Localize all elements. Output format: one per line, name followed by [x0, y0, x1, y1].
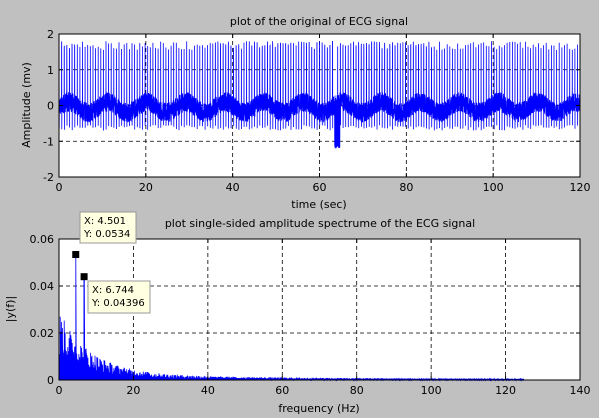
data-tip[interactable]: X: 6.744 Y: 0.04396 — [80, 273, 151, 314]
spectrum-plot-title: plot single-sided amplitude spectrume of… — [165, 217, 475, 230]
data-tip-box[interactable] — [79, 211, 137, 244]
spectrum-x-axis-label: frequency (Hz) — [278, 402, 359, 415]
spectrum-x-tick-label: 0 — [56, 384, 63, 397]
spectrum-x-tick-label: 20 — [126, 384, 140, 397]
data-tip-marker[interactable] — [80, 273, 88, 281]
ecg-x-tick-label: 80 — [399, 181, 413, 194]
ecg-x-tick-label: 20 — [139, 181, 153, 194]
spectrum-y-tick-label: 0.04 — [30, 280, 55, 293]
spectrum-x-tick-label: 80 — [350, 384, 364, 397]
ecg-signal-series — [58, 41, 581, 149]
data-tip-y-label: Y: 0.04396 — [91, 298, 145, 309]
data-tip[interactable]: X: 4.501 Y: 0.0534 — [72, 211, 137, 259]
data-tips[interactable]: X: 4.501 Y: 0.0534 X: 6.744 Y: 0.04396 — [72, 211, 151, 314]
data-tip-box[interactable] — [87, 280, 151, 314]
ecg-signal-line — [58, 41, 581, 149]
spectrum-y-tick-label: 0.06 — [30, 233, 55, 246]
spectrum-x-tick-label: 100 — [421, 384, 442, 397]
spectrum-plot: 0 20 40 60 80 100 120 140 0 0.02 0.04 0.06 plot sin… — [4, 211, 591, 415]
ecg-y-tick-label: -1 — [43, 135, 54, 148]
spectrum-y-axis-label: |y(f)| — [4, 296, 17, 322]
ecg-x-tick-label: 40 — [226, 181, 240, 194]
data-tip-x-label: X: 6.744 — [92, 285, 134, 296]
spectrum-y-tick-label: 0 — [47, 374, 54, 387]
ecg-ticks: 0 20 40 60 80 100 120 -2 -1 0 1 2 — [43, 28, 590, 194]
spectrum-plot-frame — [58, 238, 581, 381]
ecg-y-axis-label: Amplitude (mv) — [20, 62, 33, 148]
spectrum-x-tick-label: 120 — [495, 384, 516, 397]
ecg-x-tick-label: 60 — [313, 181, 327, 194]
ecg-x-axis-label: time (sec) — [291, 198, 346, 211]
ecg-plot-title: plot of the original of ECG signal — [230, 15, 408, 28]
spectrum-series — [59, 254, 525, 382]
ecg-y-tick-label: 1 — [47, 64, 54, 77]
data-tip-marker[interactable] — [72, 251, 80, 259]
spectrum-y-tick-label: 0.02 — [30, 327, 55, 340]
spectrum-x-tick-label: 40 — [201, 384, 215, 397]
data-tip-y-label: Y: 0.0534 — [83, 229, 130, 240]
ecg-x-tick-label: 0 — [56, 181, 63, 194]
ecg-y-tick-label: 0 — [47, 100, 54, 113]
ecg-signal-plot: 0 20 40 60 80 100 120 -2 -1 0 1 2 plot of the origi… — [20, 15, 591, 211]
spectrum-ticks: 0 20 40 60 80 100 120 140 0 0.02 0.04 0.06 — [30, 233, 591, 397]
spectrum-line — [59, 254, 525, 382]
spectrum-x-tick-label: 60 — [275, 384, 289, 397]
ecg-x-tick-label: 120 — [570, 181, 591, 194]
ecg-y-tick-label: -2 — [43, 171, 54, 184]
spectrum-x-tick-label: 140 — [570, 384, 591, 397]
data-tip-x-label: X: 4.501 — [84, 216, 126, 227]
ecg-x-tick-label: 100 — [483, 181, 504, 194]
ecg-y-tick-label: 2 — [47, 28, 54, 41]
